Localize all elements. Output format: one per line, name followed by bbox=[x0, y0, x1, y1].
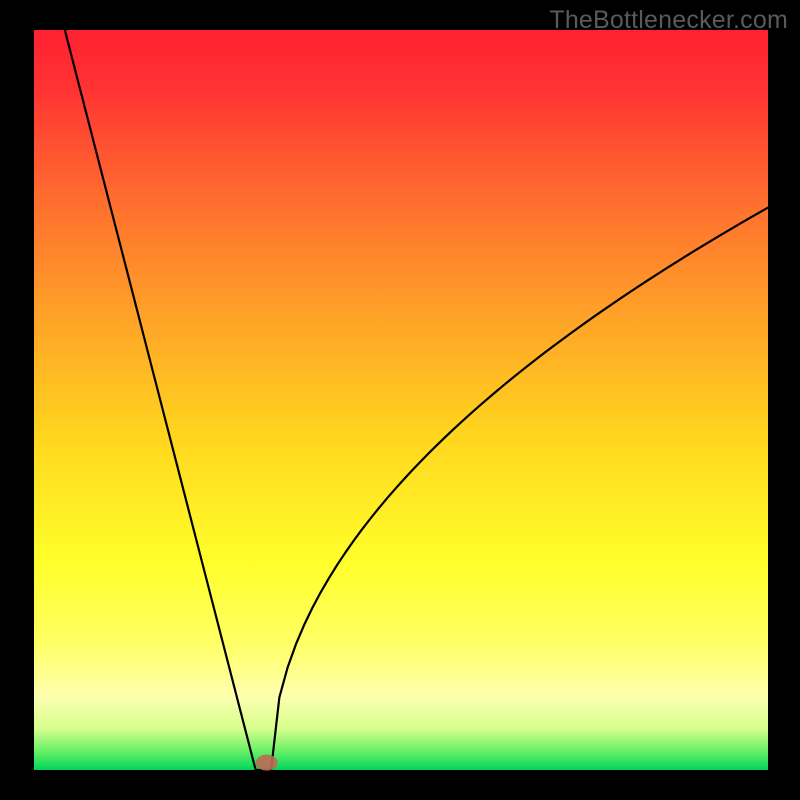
bottleneck-curve bbox=[65, 30, 768, 770]
chart-overlay-svg bbox=[0, 0, 800, 800]
chart-container: TheBottlenecker.com bbox=[0, 0, 800, 800]
optimal-point-marker bbox=[256, 755, 278, 771]
watermark-text: TheBottlenecker.com bbox=[549, 6, 788, 35]
